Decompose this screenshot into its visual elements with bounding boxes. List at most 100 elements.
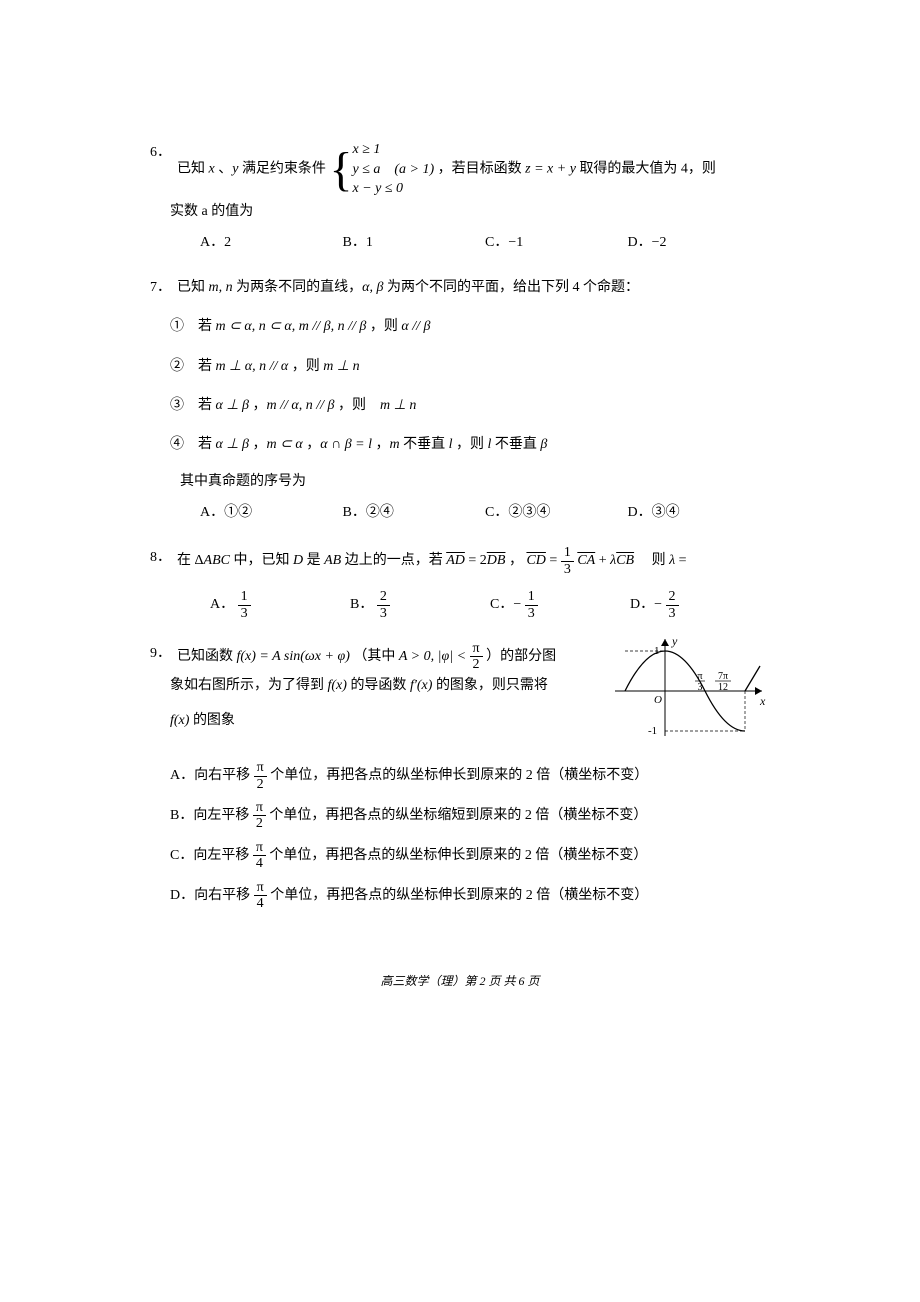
option-b: B． 23	[350, 589, 490, 621]
num: π	[253, 840, 266, 856]
text: 则	[638, 554, 670, 569]
origin-label: O	[654, 694, 662, 706]
y-tick-1: 1	[654, 645, 660, 657]
q9-option-b: B．向左平移 π2 个单位，再把各点的纵坐标缩短到原来的 2 倍（横坐标不变）	[170, 800, 770, 832]
option-b: B．1	[343, 230, 486, 255]
text: 的图象	[189, 713, 235, 728]
text: （其中	[353, 649, 399, 664]
prop-4: ④ 若 α ⊥ β ，m ⊂ α ，α ∩ β = l ，m 不垂直 l ，则 …	[170, 432, 770, 457]
den: 4	[253, 856, 266, 871]
text: ，则	[456, 437, 488, 452]
label: C．−	[490, 597, 521, 612]
text: ，	[253, 398, 267, 413]
text: ，若目标函数	[438, 162, 526, 177]
sys-row: y ≤ a (a > 1)	[352, 160, 434, 180]
text: ① 若	[170, 319, 216, 334]
text: 为两条不同的直线，	[236, 280, 362, 295]
den: 3	[238, 606, 251, 621]
label: D．−	[630, 597, 662, 612]
text: 个单位，再把各点的纵坐标伸长到原来的 2 倍（横坐标不变）	[270, 768, 648, 783]
num: 2	[377, 589, 390, 605]
q9-option-c: C．向左平移 π4 个单位，再把各点的纵坐标伸长到原来的 2 倍（横坐标不变）	[170, 840, 770, 872]
option-a: A．①②	[200, 500, 343, 525]
text: ，	[253, 437, 267, 452]
text: 个单位，再把各点的纵坐标伸长到原来的 2 倍（横坐标不变）	[270, 888, 648, 903]
sine-graph: y x O 1 -1 π 3 7π 12	[610, 631, 770, 750]
option-d: D．− 23	[630, 589, 770, 621]
y-tick-m1: -1	[648, 725, 657, 737]
page-footer: 高三数学（理）第 2 页 共 6 页	[150, 971, 770, 993]
text: 是	[307, 554, 325, 569]
label: A．	[210, 597, 234, 612]
text: 个单位，再把各点的纵坐标缩短到原来的 2 倍（横坐标不变）	[269, 808, 647, 823]
sys-row: x ≥ 1	[352, 140, 434, 160]
text: ）的部分图	[486, 649, 556, 664]
option-c: C．−1	[485, 230, 628, 255]
num: π	[470, 641, 483, 657]
option-c: C．②③④	[485, 500, 628, 525]
q6-number: 6．	[150, 140, 171, 165]
q6-content: 已知 x 、y 满足约束条件 { x ≥ 1 y ≤ a (a > 1) x −…	[177, 140, 770, 199]
num: π	[254, 880, 267, 896]
den: 4	[254, 896, 267, 911]
text: B．向左平移	[170, 808, 253, 823]
text: 已知	[177, 280, 209, 295]
question-6: 6． 已知 x 、y 满足约束条件 { x ≥ 1 y ≤ a (a > 1) …	[150, 140, 770, 255]
q8-options: A． 13 B． 23 C．− 13 D．− 23	[210, 589, 770, 621]
text: 取得的最大值为 4，则	[579, 162, 716, 177]
num: 1	[525, 589, 538, 605]
text: ，则	[338, 398, 380, 413]
x-tick-pi3-num: π	[697, 671, 702, 682]
den: 2	[254, 777, 267, 792]
text: 已知函数	[177, 649, 237, 664]
text: 不垂直	[403, 437, 449, 452]
q7-number: 7．	[150, 275, 171, 300]
x-axis-label: x	[759, 694, 766, 708]
text: 中，已知	[233, 554, 293, 569]
text: ④ 若	[170, 437, 216, 452]
q9-line2: 象如右图所示，为了得到 f(x) 的导函数 f′(x) 的图象，则只需将	[170, 673, 600, 698]
num: 1	[238, 589, 251, 605]
q6-stem: 6． 已知 x 、y 满足约束条件 { x ≥ 1 y ≤ a (a > 1) …	[150, 140, 770, 199]
q9-content: 已知函数 f(x) = A sin(ωx + φ) （其中 A > 0, |φ|…	[177, 641, 600, 673]
q9-option-a: A．向右平移 π2 个单位，再把各点的纵坐标伸长到原来的 2 倍（横坐标不变）	[170, 760, 770, 792]
option-b: B．②④	[343, 500, 486, 525]
y-axis-label: y	[671, 634, 678, 648]
text: ，	[306, 437, 320, 452]
text: 个单位，再把各点的纵坐标伸长到原来的 2 倍（横坐标不变）	[269, 848, 647, 863]
text: 的图象，则只需将	[436, 678, 548, 693]
prop-1: ① 若 m ⊂ α, n ⊂ α, m // β, n // β ，则 α //…	[170, 314, 770, 339]
q8-number: 8．	[150, 545, 171, 570]
x-tick-pi3-den: 3	[698, 682, 703, 693]
text: ③ 若	[170, 398, 216, 413]
den: 2	[253, 816, 266, 831]
den: 3	[561, 562, 574, 577]
num: π	[253, 800, 266, 816]
q9-line3: f(x) 的图象	[170, 708, 600, 733]
den: 2	[470, 657, 483, 672]
text: D．向右平移	[170, 888, 254, 903]
text: 的导函数	[350, 678, 410, 693]
sys-row: x − y ≤ 0	[352, 179, 434, 199]
q7-options: A．①② B．②④ C．②③④ D．③④	[200, 500, 770, 525]
text: 已知	[177, 162, 209, 177]
text: 、	[218, 162, 232, 177]
q7-sub: 其中真命题的序号为	[180, 469, 770, 494]
text: 满足约束条件	[242, 162, 326, 177]
q7-stem: 7． 已知 m, n 为两条不同的直线，α, β 为两个不同的平面，给出下列 4…	[150, 275, 770, 300]
den: 3	[377, 606, 390, 621]
x-tick-7pi12-num: 7π	[718, 671, 728, 682]
prop-2: ② 若 m ⊥ α, n // α ，则 m ⊥ n	[170, 354, 770, 379]
q9-number: 9．	[150, 641, 171, 666]
option-a: A．2	[200, 230, 343, 255]
text: 为两个不同的平面，给出下列 4 个命题：	[387, 280, 639, 295]
question-8: 8． 在 ΔABC 中，已知 D 是 AB 边上的一点，若 AD = 2DB ，…	[150, 545, 770, 621]
q6-sub: 实数 a 的值为	[170, 199, 770, 224]
q9-stem: 9． 已知函数 f(x) = A sin(ωx + φ) （其中 A > 0, …	[150, 641, 600, 673]
q8-content: 在 ΔABC 中，已知 D 是 AB 边上的一点，若 AD = 2DB ， CD…	[177, 545, 770, 577]
text: C．向左平移	[170, 848, 253, 863]
text: A．向右平移	[170, 768, 254, 783]
text: 象如右图所示，为了得到	[170, 678, 328, 693]
text: ，则	[292, 359, 324, 374]
prop-3: ③ 若 α ⊥ β ，m // α, n // β ，则 m ⊥ n	[170, 393, 770, 418]
